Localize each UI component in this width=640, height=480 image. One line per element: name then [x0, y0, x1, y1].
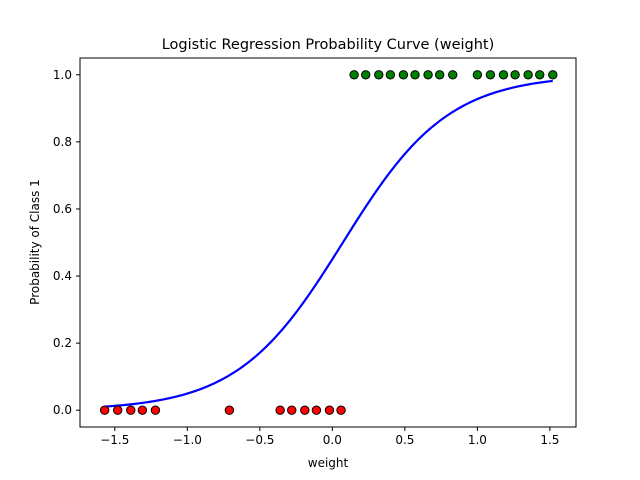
y-tick-label: 0.0 — [53, 403, 72, 417]
class-0-point — [224, 405, 235, 415]
class-0-point — [324, 405, 335, 415]
chart-title: Logistic Regression Probability Curve (w… — [162, 37, 495, 53]
x-axis-ticks: −1.5 −1.0 −0.5 0.0 0.5 1.0 1.5 — [100, 427, 559, 447]
class-0-point — [150, 405, 161, 415]
plot-area — [99, 70, 558, 415]
y-axis-ticks: 0.0 0.2 0.4 0.6 0.8 1.0 — [53, 68, 80, 417]
class-1-point — [398, 70, 409, 80]
class-1-point — [510, 70, 520, 80]
x-tick-label: 0.0 — [323, 433, 342, 447]
class-0-point — [126, 405, 136, 415]
probability-curve — [104, 79, 553, 408]
class-0-point — [137, 405, 148, 415]
class-0-point — [275, 405, 285, 415]
class-0-point — [311, 405, 322, 415]
class-1-point — [385, 70, 396, 80]
class-0-point — [336, 405, 346, 415]
class-0-point — [113, 405, 123, 415]
class-1-point — [523, 70, 533, 80]
class-1-point — [498, 70, 509, 80]
x-tick-label: 1.0 — [468, 433, 487, 447]
class-0-point — [99, 405, 110, 415]
class-1-point — [548, 70, 558, 80]
x-axis-label: weight — [308, 456, 349, 470]
class-0-point — [287, 405, 297, 415]
x-tick-label: −1.0 — [173, 433, 202, 447]
y-tick-label: 0.8 — [53, 135, 72, 149]
y-tick-label: 1.0 — [53, 68, 72, 82]
x-tick-label: 0.5 — [395, 433, 414, 447]
y-axis-label: Probability of Class 1 — [28, 179, 42, 305]
x-tick-label: −0.5 — [245, 433, 274, 447]
y-tick-label: 0.4 — [53, 269, 72, 283]
class-1-point — [485, 70, 496, 80]
class-0-point — [300, 405, 310, 415]
x-tick-label: 1.5 — [540, 433, 559, 447]
class-1-point — [349, 70, 359, 80]
class-1-point — [434, 70, 445, 80]
axes-frame — [79, 57, 577, 428]
x-tick-label: −1.5 — [100, 433, 129, 447]
class-1-point — [448, 70, 458, 80]
class-1-point — [361, 70, 371, 80]
class-1-point — [423, 70, 433, 80]
class-1-point — [535, 70, 545, 80]
class-1-point — [374, 70, 384, 80]
class-1-point — [472, 70, 483, 80]
class-1-point — [410, 70, 420, 80]
y-tick-label: 0.6 — [53, 202, 72, 216]
y-tick-label: 0.2 — [53, 336, 72, 350]
